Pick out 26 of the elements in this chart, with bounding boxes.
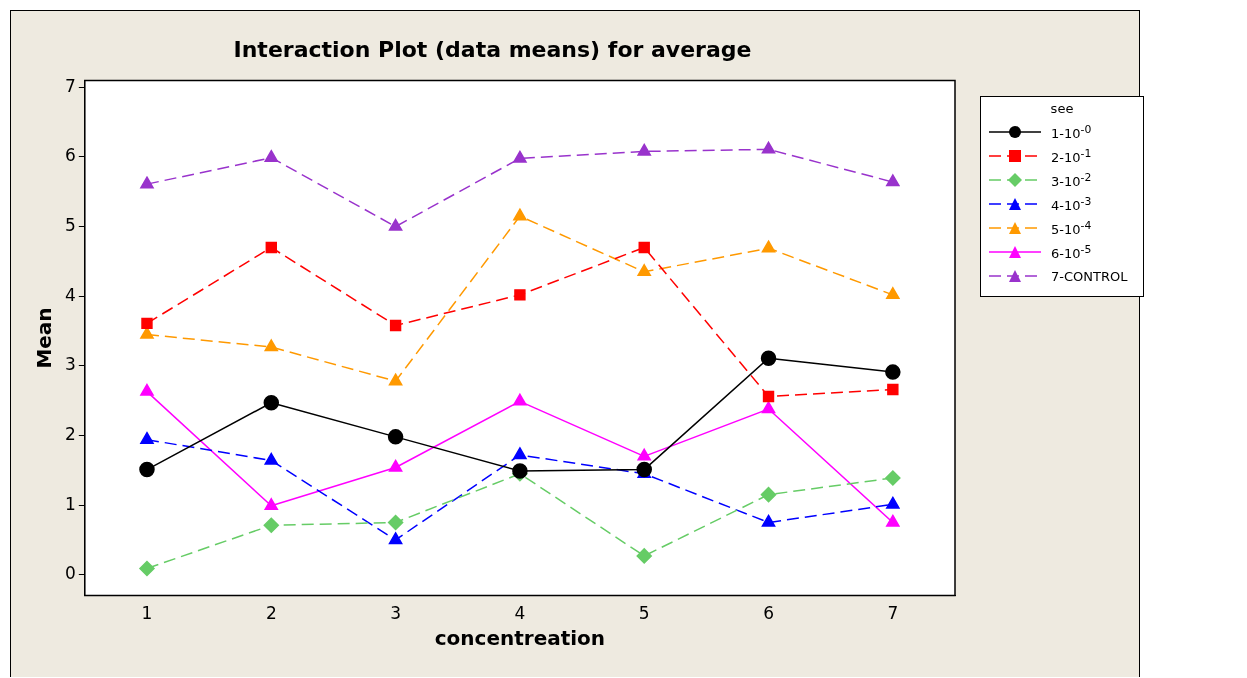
legend-label: 5-10$^{-4}$ — [1051, 218, 1092, 238]
legend-label: 1-10$^{-0}$ — [1051, 122, 1092, 142]
y-tick-label: 2 — [64, 423, 76, 444]
x-tick-label: 1 — [141, 603, 153, 624]
legend-label: 6-10$^{-5}$ — [1051, 242, 1092, 262]
legend-label: 2-10$^{-1}$ — [1051, 146, 1092, 166]
y-axis-title: Mean — [32, 307, 57, 369]
x-tick-label: 6 — [763, 603, 774, 624]
x-axis-title: concentreation — [434, 626, 606, 651]
y-tick-label: 5 — [64, 215, 76, 236]
chart-title: Interaction Plot (data means) for average — [233, 36, 752, 62]
legend-title: see — [1049, 101, 1075, 116]
legend-label: 4-10$^{-3}$ — [1051, 194, 1092, 214]
legend-label: 7-CONTROL — [1051, 268, 1128, 284]
x-tick-label: 2 — [265, 603, 277, 624]
x-tick-label: 3 — [390, 603, 402, 624]
y-tick-label: 6 — [64, 145, 76, 166]
x-tick-label: 4 — [514, 603, 526, 624]
x-tick-label: 5 — [638, 603, 650, 624]
x-tick-label: 7 — [887, 603, 899, 624]
y-tick-label: 4 — [64, 284, 76, 305]
y-tick-label: 7 — [64, 75, 76, 96]
legend-label: 3-10$^{-2}$ — [1051, 170, 1092, 190]
y-tick-label: 1 — [64, 493, 76, 514]
y-tick-label: 0 — [64, 563, 76, 584]
y-tick-label: 3 — [64, 354, 76, 375]
